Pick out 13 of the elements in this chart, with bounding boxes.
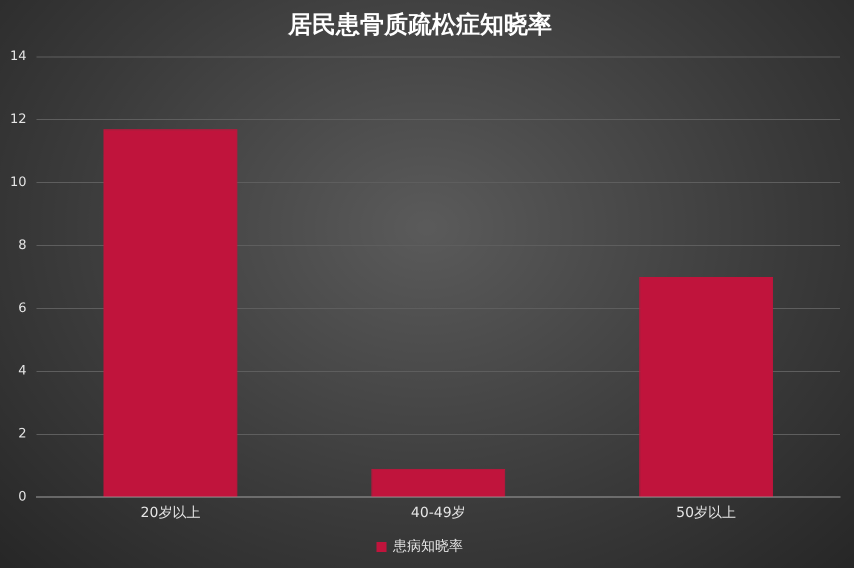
chart-title: 居民患骨质疏松症知晓率 xyxy=(287,10,552,39)
y-tick-label: 8 xyxy=(18,238,27,253)
y-tick-label: 4 xyxy=(18,364,27,379)
x-tick-label: 50岁以上 xyxy=(676,505,736,522)
x-tick-label: 40-49岁 xyxy=(410,505,466,522)
x-tick-label: 20岁以上 xyxy=(140,505,200,522)
y-tick-label: 0 xyxy=(18,490,27,505)
y-tick-label: 10 xyxy=(10,175,27,190)
y-tick-label: 14 xyxy=(10,49,27,64)
y-tick-label: 12 xyxy=(10,112,27,128)
y-tick-label: 2 xyxy=(18,426,27,442)
y-tick-label: 6 xyxy=(18,300,27,316)
legend-label: 患病知晓率 xyxy=(392,538,463,555)
